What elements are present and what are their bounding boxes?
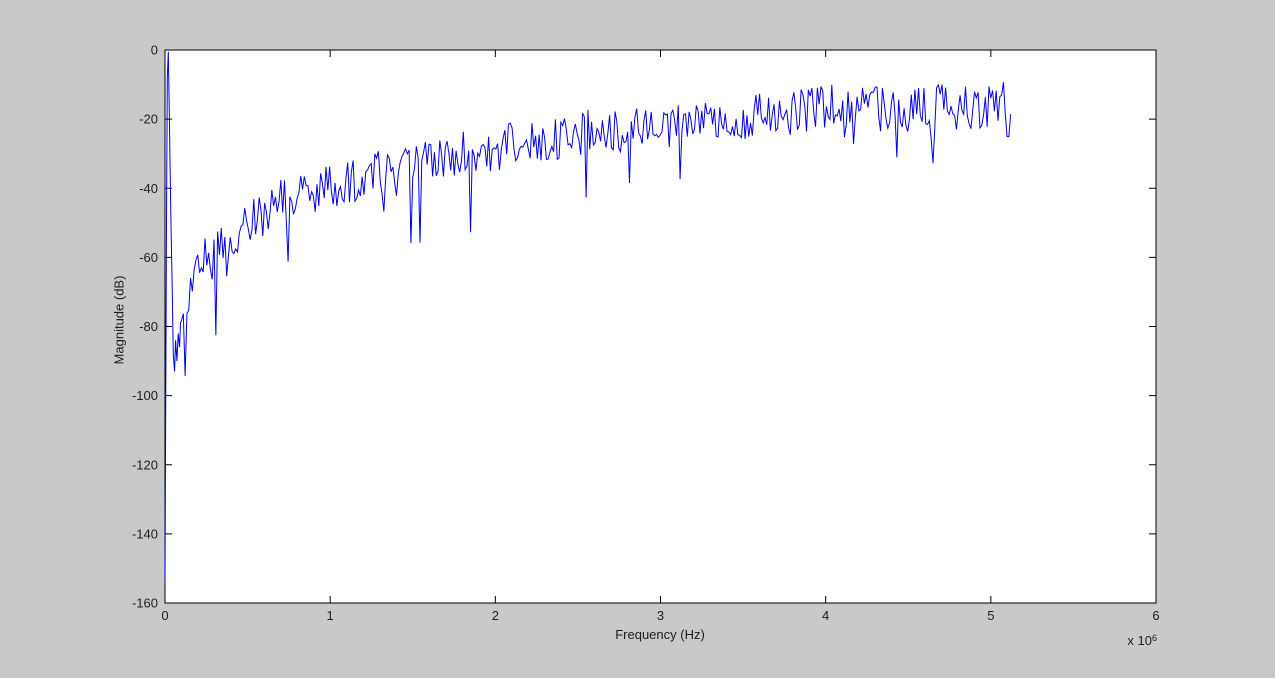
y-tick-label: -140 (132, 526, 158, 541)
y-tick-label: -80 (139, 319, 158, 334)
y-tick-label: -160 (132, 596, 158, 611)
exponent-base: x 10 (1127, 633, 1152, 648)
spectrum-line (164, 51, 1012, 583)
axes-box (164, 49, 1157, 604)
x-tick-label: 2 (492, 608, 499, 623)
y-tick-label: -40 (139, 181, 158, 196)
x-axis-label: Frequency (Hz) (615, 627, 705, 642)
x-tick-label: 0 (161, 608, 168, 623)
y-axis-label: Magnitude (dB) (111, 275, 127, 365)
x-tick-label: 6 (1152, 608, 1159, 623)
exponent-power: 6 (1151, 633, 1157, 643)
x-tick-label: 3 (657, 608, 664, 623)
y-tick-label: 0 (151, 43, 158, 58)
x-tick-label: 1 (327, 608, 334, 623)
y-tick-label: -20 (139, 112, 158, 127)
y-tick-label: -120 (132, 457, 158, 472)
plot-background (165, 50, 1156, 603)
x-tick-label: 5 (987, 608, 994, 623)
y-tick-label: -100 (132, 388, 158, 403)
x-axis-exponent-label: x 106 (1127, 633, 1157, 648)
x-tick-label: 4 (822, 608, 829, 623)
y-tick-label: -60 (139, 250, 158, 265)
